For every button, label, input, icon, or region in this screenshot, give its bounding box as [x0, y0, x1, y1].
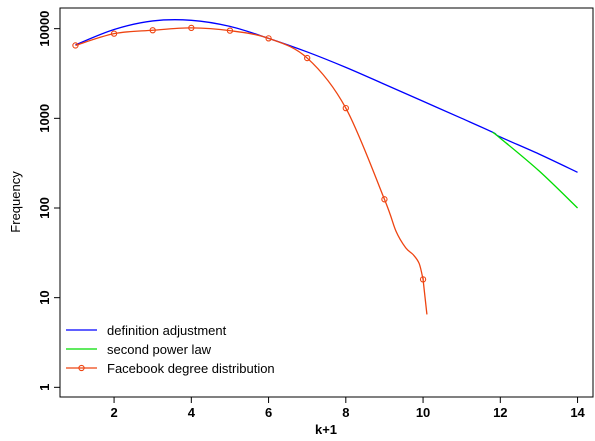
data-point-facebook-degree-distribution — [149, 27, 156, 34]
x-tick-label: 4 — [188, 405, 196, 420]
x-tick-label: 14 — [570, 405, 585, 420]
x-tick-label: 10 — [416, 405, 430, 420]
data-point-facebook-degree-distribution — [381, 196, 388, 203]
y-axis-title: Frequency — [8, 171, 23, 233]
data-point-facebook-degree-distribution — [342, 104, 349, 112]
x-tick-label: 8 — [342, 405, 349, 420]
data-point-facebook-degree-distribution — [72, 42, 79, 49]
series-layer — [75, 19, 579, 315]
y-tick-label: 1000 — [37, 104, 52, 133]
legend-marker-facebook-degree-distribution — [78, 364, 85, 372]
plot-frame — [59, 7, 594, 398]
x-tick-label: 2 — [110, 405, 117, 420]
y-tick-label: 10000 — [37, 11, 52, 47]
legend-label-second-power-law: second power law — [107, 342, 212, 357]
legend-label-facebook-degree-distribution: Facebook degree distribution — [107, 361, 275, 376]
y-tick-label: 10 — [37, 290, 52, 304]
x-tick-label: 6 — [265, 405, 272, 420]
y-tick-label: 100 — [37, 197, 52, 219]
x-axis-title: k+1 — [315, 422, 337, 437]
x-axis: 2 4 6 8 10 12 14 — [110, 397, 586, 420]
data-point-facebook-degree-distribution — [226, 27, 234, 34]
x-tick-label: 12 — [493, 405, 507, 420]
series-line-definition-adjustment — [75, 19, 578, 173]
data-point-facebook-degree-distribution — [110, 30, 118, 37]
data-point-facebook-degree-distribution — [304, 54, 311, 62]
data-point-facebook-degree-distribution — [265, 35, 272, 42]
data-point-facebook-degree-distribution — [419, 276, 427, 283]
legend: definition adjustment second power law F… — [66, 323, 275, 376]
marker-layer — [72, 24, 427, 283]
data-point-facebook-degree-distribution — [188, 24, 195, 32]
series-line-second-power-law — [492, 131, 579, 209]
y-axis: 1 10 100 1000 10000 — [37, 11, 60, 391]
y-tick-label: 1 — [37, 384, 52, 391]
legend-label-definition-adjustment: definition adjustment — [107, 323, 227, 338]
series-line-facebook-degree-distribution — [75, 27, 428, 315]
